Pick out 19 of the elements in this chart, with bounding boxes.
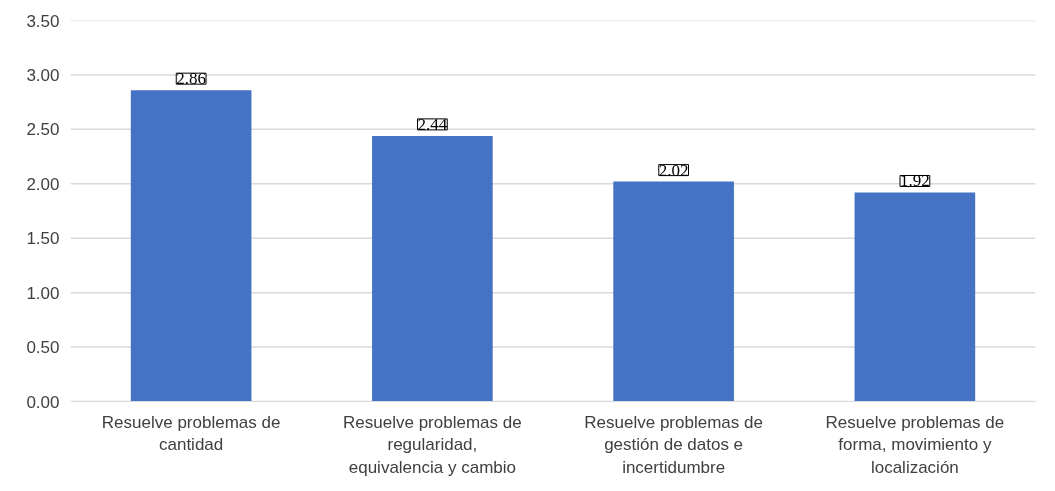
x-tick-label: Resuelve problemas de regularidad, equivalencia y cambio [343,412,522,478]
data-label: 2.86 [176,69,206,89]
bar [130,90,252,402]
data-label: 2.44 [417,114,448,134]
bar [613,181,734,402]
text: 3.00 [26,65,60,85]
text: 0.50 [26,338,60,358]
text: 2.50 [26,120,60,140]
text: 1.00 [26,283,60,303]
x-tick-label: Resuelve problemas de gestión de datos e incertidumbre [584,412,763,478]
text: 0.00 [26,392,60,412]
text: 2.00 [26,174,60,194]
bar [854,192,976,402]
data-label: 2.02 [658,160,689,180]
text: 1.50 [26,229,60,249]
x-tick-label: Resuelve problemas de forma, movimiento y localización [825,412,1005,478]
bar [372,135,493,402]
text: 3.50 [26,11,60,31]
x-tick-label: Resuelve problemas de cantidad [101,412,281,455]
